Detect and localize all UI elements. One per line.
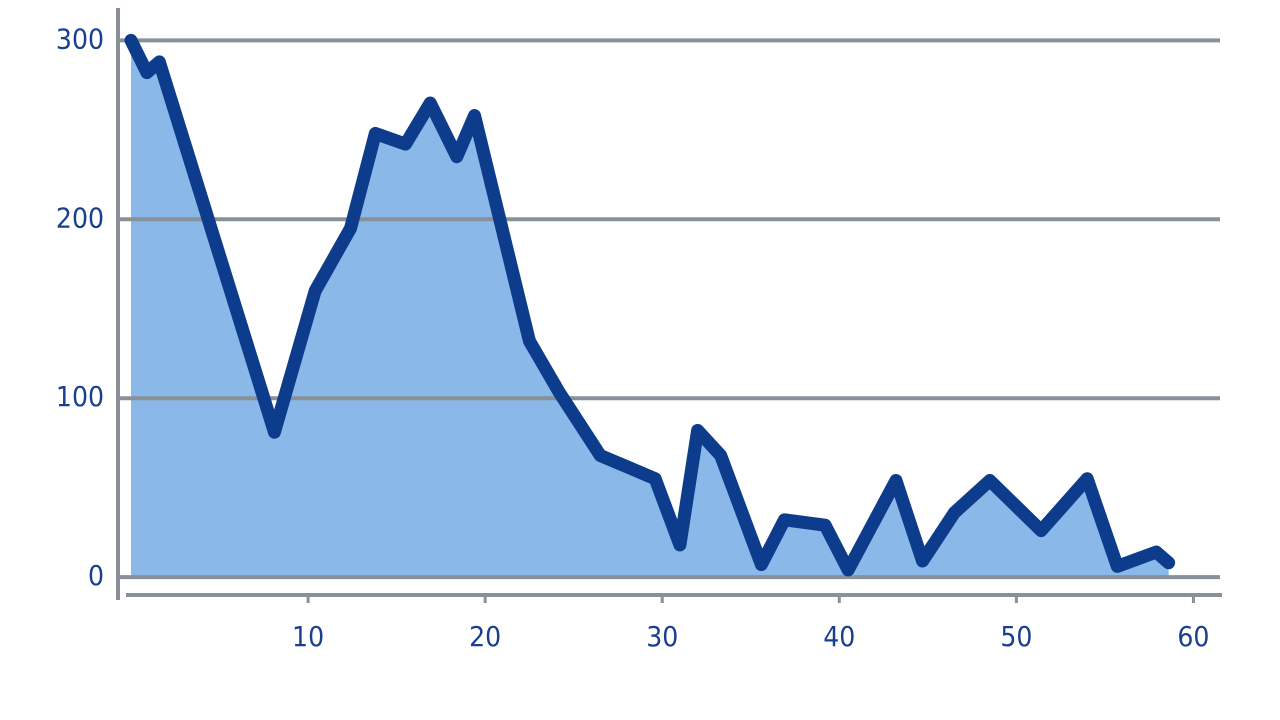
y-tick-label: 100 [56,380,104,413]
y-tick-label: 0 [88,559,104,592]
x-tick-label: 60 [1177,620,1209,653]
x-tick-label: 40 [823,620,855,653]
x-tick-label: 50 [1000,620,1032,653]
area-line [124,33,1176,577]
area-fill [131,40,1169,578]
x-tick-label: 20 [469,620,501,653]
x-tick-label: 30 [646,620,678,653]
y-tick-label: 200 [56,201,104,234]
x-tick-label: 10 [292,620,324,653]
y-tick-label: 300 [56,22,104,55]
